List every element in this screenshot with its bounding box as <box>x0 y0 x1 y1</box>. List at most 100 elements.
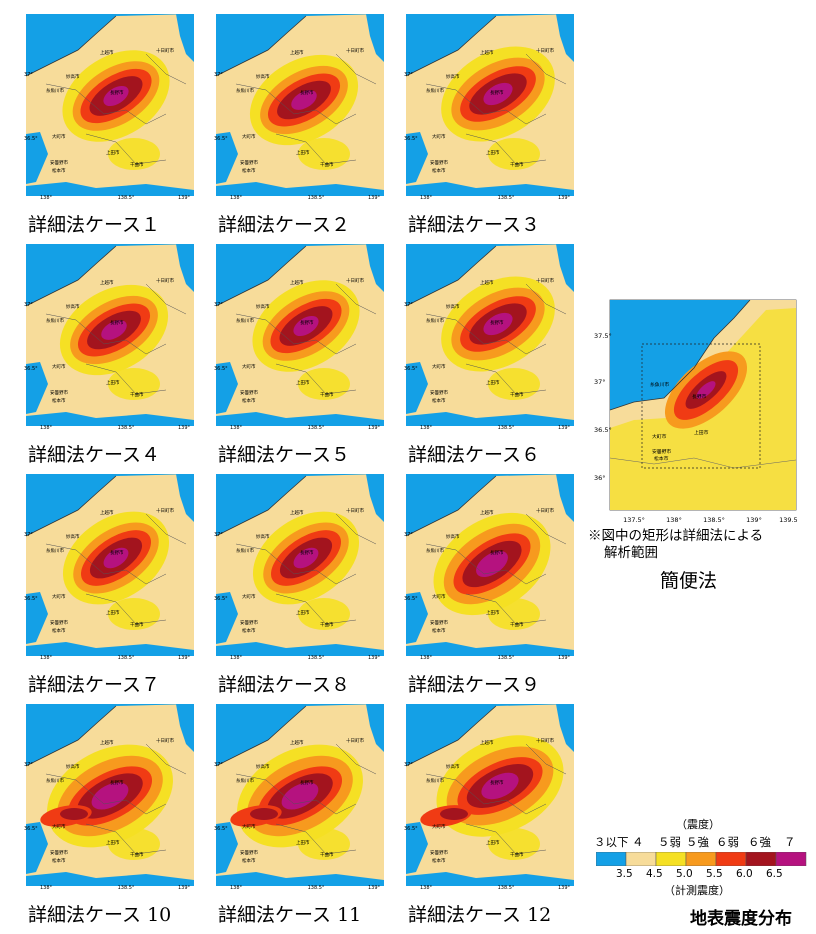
y-tick-label: 37° <box>24 532 33 538</box>
city-label: 長野市 <box>300 319 314 326</box>
city-label: 上田市 <box>486 379 500 386</box>
y-tick-label: 37° <box>404 532 413 538</box>
city-label: 上越市 <box>290 49 304 56</box>
x-tick-label: 139° <box>368 425 381 430</box>
intensity-lobe-south <box>108 138 160 170</box>
boundary-lines <box>235 743 377 855</box>
low-zone-ne <box>176 14 194 62</box>
city-label: 松本市 <box>52 627 66 634</box>
low-zone-w <box>26 822 48 874</box>
x-tick-label: 139° <box>178 655 191 660</box>
case-map-7: 十日町市 上越市 妙高市 糸魚川市 上田市 千曲市 長野市 大町市 安曇野市 松本市 138° 138… <box>24 474 196 660</box>
legend-title: （震度） <box>676 818 720 831</box>
city-label: 大町市 <box>432 593 446 600</box>
city-label: 上越市 <box>480 49 494 56</box>
city-label: 十日町市 <box>536 737 554 744</box>
city-label: 大町市 <box>432 133 446 140</box>
x-tick-label: 138.5° <box>308 425 325 430</box>
city-label: 上田市 <box>106 839 120 846</box>
low-zone-s <box>216 412 384 426</box>
city-label: 上田市 <box>694 429 709 436</box>
legend-class-label: ６弱 <box>716 835 739 849</box>
city-label: 上田市 <box>106 609 120 616</box>
city-label: 上越市 <box>290 509 304 516</box>
city-label: 大町市 <box>242 363 256 370</box>
x-tick-label: 139° <box>558 655 571 660</box>
city-label: 千曲市 <box>320 851 334 858</box>
city-label: 上田市 <box>486 839 500 846</box>
boundary-lines <box>425 743 567 855</box>
city-label: 上越市 <box>290 739 304 746</box>
city-label: 長野市 <box>110 549 124 556</box>
note-line-2: 解析範囲 <box>604 545 658 561</box>
intensity-zone-5 <box>281 782 319 810</box>
low-zone-w <box>216 362 238 414</box>
intensity-lobe-south <box>298 368 350 400</box>
y-tick-label: 36.5° <box>594 426 612 434</box>
y-tick-label: 36.5° <box>214 596 228 602</box>
y-tick-label: 36.5° <box>404 596 418 602</box>
city-label: 上田市 <box>296 609 310 616</box>
intensity-lobe-south <box>298 828 350 860</box>
city-label: 上田市 <box>296 839 310 846</box>
legend-class-label: ４ <box>632 835 644 849</box>
city-label: 糸魚川市 <box>236 87 254 94</box>
legend-class-label: ７ <box>784 835 796 849</box>
city-label: 大町市 <box>242 823 256 830</box>
boundary-lines <box>609 457 797 469</box>
intensity-lobe-core <box>60 808 88 820</box>
city-label: 長野市 <box>300 89 314 96</box>
case-map-4: 十日町市 上越市 妙高市 糸魚川市 上田市 千曲市 長野市 大町市 安曇野市 松本市 138° 138… <box>24 244 196 430</box>
x-tick-label: 138° <box>230 195 243 200</box>
case-map-2: 十日町市 上越市 妙高市 糸魚川市 上田市 千曲市 長野市 大町市 安曇野市 松本市 138° 138… <box>214 14 386 200</box>
coastline <box>215 475 307 537</box>
city-label: 長野市 <box>490 319 504 326</box>
city-label: 千曲市 <box>510 621 524 628</box>
low-zone-w <box>216 822 238 874</box>
city-label: 妙高市 <box>446 303 460 310</box>
x-tick-label: 139° <box>368 195 381 200</box>
y-tick-label: 37° <box>24 762 33 768</box>
legend-swatch <box>625 852 657 866</box>
city-label: 糸魚川市 <box>46 777 64 784</box>
analysis-range-rect <box>641 343 761 469</box>
legend-swatch <box>775 852 807 866</box>
case-label-1: 詳細法ケース１ <box>28 214 161 236</box>
city-label: 安曇野市 <box>50 849 68 856</box>
intensity-lobe-south <box>108 598 160 630</box>
x-tick-label: 138° <box>230 655 243 660</box>
x-tick-label: 138.5° <box>118 195 135 200</box>
city-label: 長野市 <box>490 89 504 96</box>
legend-swatch <box>685 852 717 866</box>
coastline <box>25 705 117 767</box>
low-zone-s <box>26 872 194 886</box>
case-map-11: 十日町市 上越市 妙高市 糸魚川市 上田市 千曲市 長野市 大町市 安曇野市 松本市 138° 138… <box>214 704 386 890</box>
intensity-zone-5 <box>476 550 508 578</box>
intensity-lobe-south <box>488 368 540 400</box>
legend-swatch <box>715 852 747 866</box>
intensity-zone-5 <box>483 312 513 336</box>
intensity-zone-5 <box>103 547 129 569</box>
case-label-9: 詳細法ケース９ <box>408 674 541 696</box>
city-label: 上田市 <box>296 149 310 156</box>
case-label-5: 詳細法ケース５ <box>218 444 351 466</box>
city-label: 糸魚川市 <box>236 317 254 324</box>
low-zone-ne <box>366 704 384 752</box>
case-map-6: 十日町市 上越市 妙高市 糸魚川市 上田市 千曲市 長野市 大町市 安曇野市 松本市 138° 138… <box>404 244 576 430</box>
low-zone-s <box>26 642 194 656</box>
city-label: 大町市 <box>432 823 446 830</box>
legend-swatch <box>745 852 777 866</box>
city-label: 千曲市 <box>130 161 144 168</box>
x-tick-label: 138° <box>420 655 433 660</box>
y-tick-label: 36.5° <box>24 596 38 602</box>
city-label: 十日町市 <box>346 47 364 54</box>
city-label: 妙高市 <box>66 303 80 310</box>
y-tick-label: 36.5° <box>24 826 38 832</box>
x-tick-label: 138° <box>40 195 53 200</box>
city-label: 松本市 <box>52 167 66 174</box>
y-tick-label: 36.5° <box>214 136 228 142</box>
city-label: 糸魚川市 <box>46 317 64 324</box>
city-label: 妙高市 <box>66 533 80 540</box>
city-label: 妙高市 <box>66 763 80 770</box>
legend-class-label: ３以下 <box>594 835 629 849</box>
